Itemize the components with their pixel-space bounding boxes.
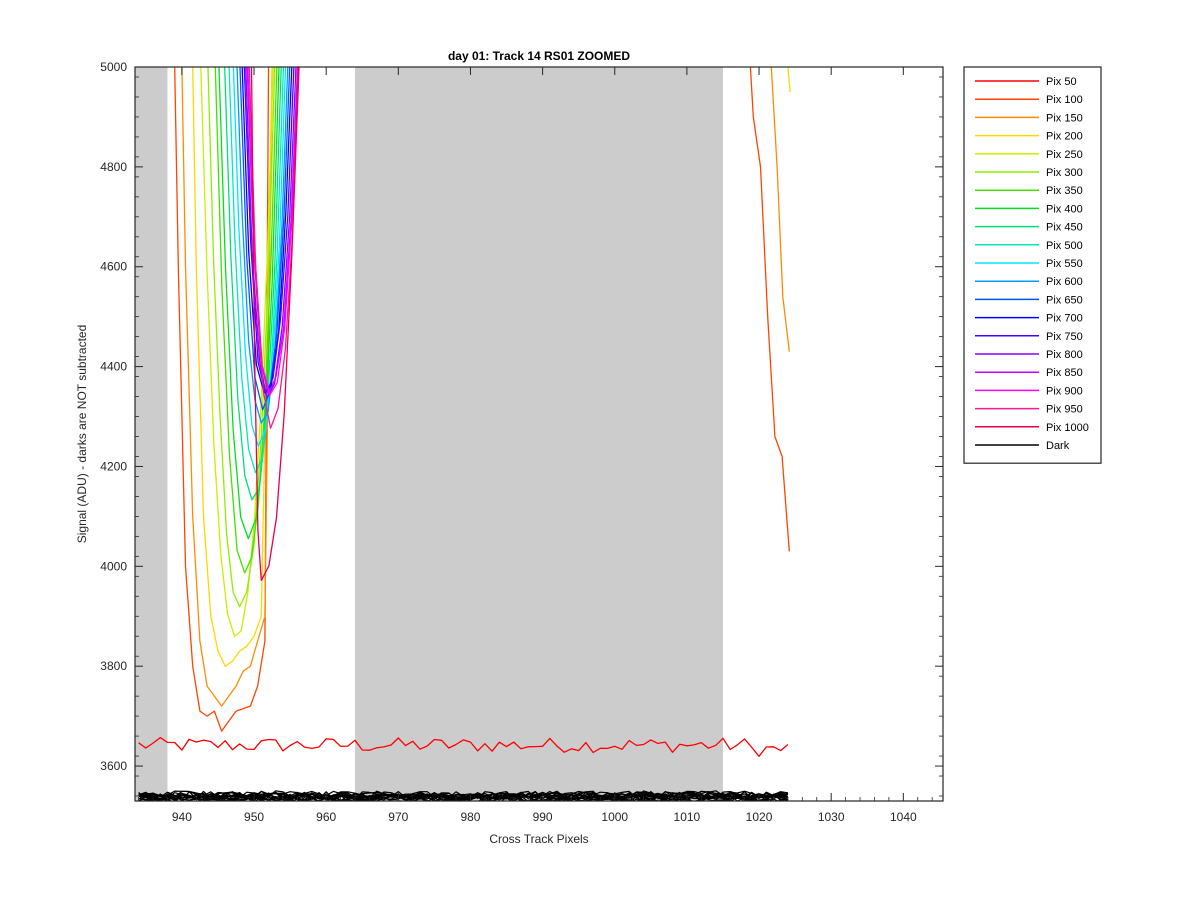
x-axis-label: Cross Track Pixels: [489, 832, 588, 846]
x-tick-label-1030: 1030: [818, 810, 845, 824]
y-tick-label-5000: 5000: [100, 60, 127, 74]
legend-label-pix-450: Pix 450: [1046, 222, 1083, 234]
legend-label-pix-500: Pix 500: [1046, 240, 1083, 252]
series-pix-750-line: [243, 67, 295, 395]
series-pix-650-line: [239, 67, 291, 411]
legend-label-dark: Dark: [1046, 440, 1070, 452]
y-tick-label-4600: 4600: [100, 260, 127, 274]
legend-label-pix-850: Pix 850: [1046, 367, 1083, 379]
legend-label-pix-550: Pix 550: [1046, 258, 1083, 270]
x-tick-label-1040: 1040: [890, 810, 917, 824]
y-tick-label-4200: 4200: [100, 459, 127, 473]
legend-label-pix-750: Pix 750: [1046, 331, 1083, 343]
legend-label-pix-50: Pix 50: [1046, 76, 1077, 88]
x-tick-label-960: 960: [316, 810, 336, 824]
series-pix-150-line: [181, 67, 273, 707]
series-pix-450-line: [224, 67, 282, 501]
y-axis-label: Signal (ADU) - darks are NOT subtracted: [75, 325, 89, 544]
legend-label-pix-650: Pix 650: [1046, 294, 1083, 306]
series-pix-550-line: [232, 67, 287, 447]
y-tick-label-3600: 3600: [100, 759, 127, 773]
y-tick-label-4800: 4800: [100, 160, 127, 174]
series-pix-50-line: [138, 736, 789, 757]
series-pix-350-line: [214, 67, 278, 574]
series-pix-500-line: [228, 67, 285, 474]
shaded-region-2: [355, 67, 723, 801]
chart-title: day 01: Track 14 RS01 ZOOMED: [448, 49, 630, 63]
legend-label-pix-150: Pix 150: [1046, 112, 1083, 124]
legend-label-pix-100: Pix 100: [1046, 94, 1083, 106]
legend-label-pix-400: Pix 400: [1046, 203, 1083, 215]
legend-label-pix-600: Pix 600: [1046, 276, 1083, 288]
series-dark-line-15: [138, 790, 789, 800]
x-tick-label-990: 990: [533, 810, 553, 824]
series-pix-100-line-right: [749, 67, 790, 552]
series-pix-200-line: [192, 67, 273, 667]
legend-label-pix-300: Pix 300: [1046, 167, 1083, 179]
x-tick-label-1000: 1000: [601, 810, 628, 824]
x-tick-label-1010: 1010: [674, 810, 701, 824]
legend-label-pix-900: Pix 900: [1046, 385, 1083, 397]
series-pix-200-line-right: [787, 67, 791, 93]
legend-label-pix-250: Pix 250: [1046, 149, 1083, 161]
legend-label-pix-800: Pix 800: [1046, 349, 1083, 361]
y-tick-label-3800: 3800: [100, 659, 127, 673]
x-tick-label-940: 940: [172, 810, 192, 824]
legend-label-pix-200: Pix 200: [1046, 131, 1083, 143]
x-tick-label-950: 950: [244, 810, 264, 824]
legend-label-pix-950: Pix 950: [1046, 404, 1083, 416]
x-tick-label-980: 980: [460, 810, 480, 824]
legend-label-pix-700: Pix 700: [1046, 313, 1083, 325]
series-dark-line-16: [138, 794, 789, 801]
x-tick-label-970: 970: [388, 810, 408, 824]
series-pix-400-line: [218, 67, 280, 540]
series-pix-100-line: [174, 67, 270, 732]
shaded-region-1: [135, 67, 168, 801]
series-pix-1000-line: [250, 67, 300, 582]
legend-label-pix-1000: Pix 1000: [1046, 422, 1089, 434]
y-tick-label-4400: 4400: [100, 360, 127, 374]
series-pix-150-line-right: [770, 67, 790, 352]
series-pix-600-line: [236, 67, 289, 424]
x-tick-label-1020: 1020: [746, 810, 773, 824]
axes-frame: [134, 66, 944, 802]
legend: Pix 50 Pix 100 Pix 150 Pix 200 Pix 250 Pix 30…: [963, 66, 1102, 464]
y-tick-label-4000: 4000: [100, 559, 127, 573]
legend-label-pix-350: Pix 350: [1046, 185, 1083, 197]
legend-box: [963, 66, 1102, 464]
